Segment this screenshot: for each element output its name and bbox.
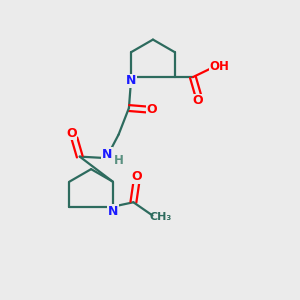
Text: O: O [66, 127, 77, 140]
Text: H: H [114, 154, 124, 167]
Text: O: O [132, 170, 142, 183]
Text: O: O [147, 103, 158, 116]
Text: CH₃: CH₃ [150, 212, 172, 222]
Text: N: N [126, 74, 136, 87]
Text: OH: OH [209, 60, 229, 73]
Text: N: N [102, 148, 112, 161]
Text: O: O [192, 94, 203, 107]
Text: N: N [108, 205, 118, 218]
